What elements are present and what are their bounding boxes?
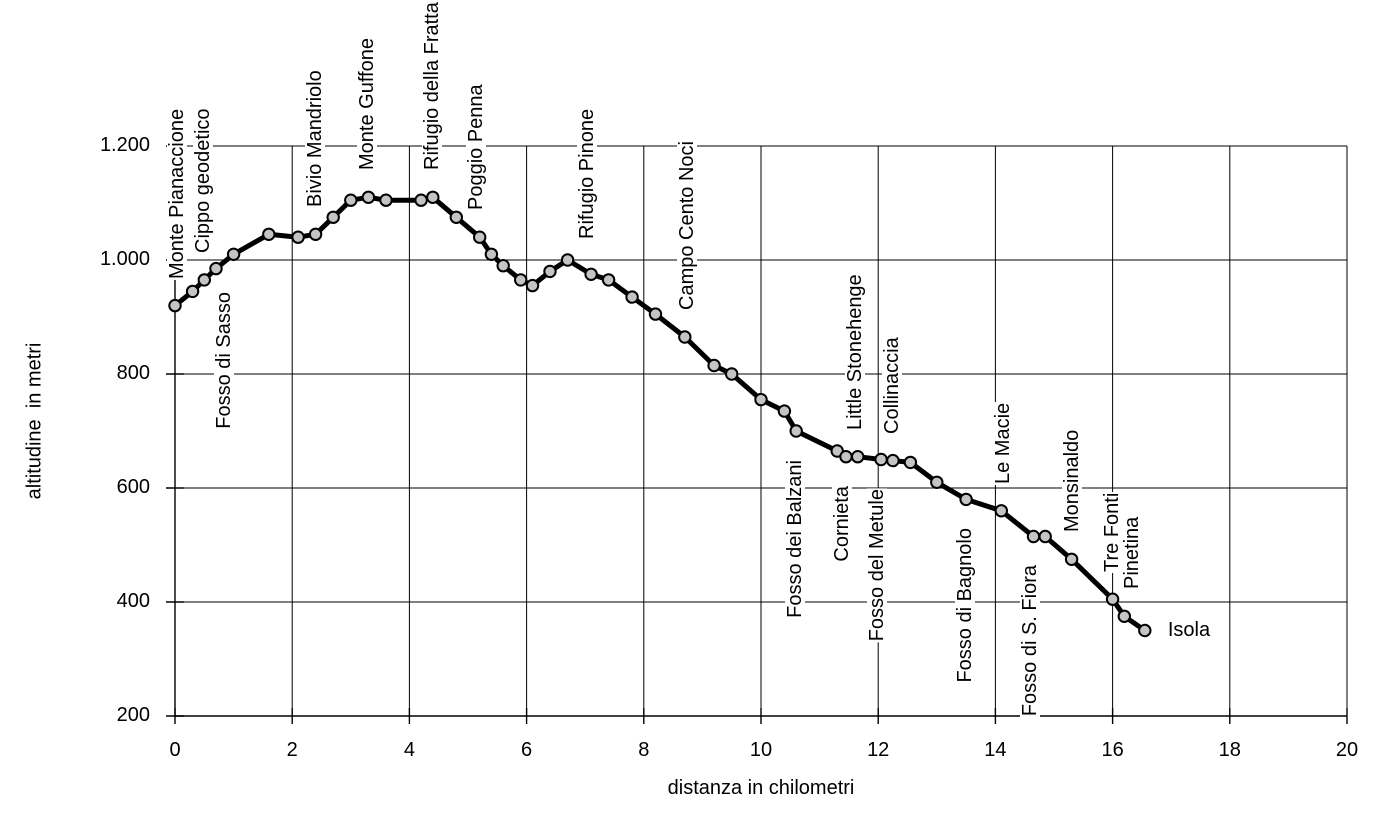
waypoint-label: Fosso dei Balzani [784, 459, 807, 619]
data-point-marker [308, 227, 323, 242]
data-point-marker [560, 253, 575, 267]
y-tick-label: 600 [116, 476, 150, 498]
waypoint-label: Fosso di Bagnolo [954, 527, 977, 684]
data-point-marker [262, 227, 276, 242]
waypoint-label: Monte Guffone [356, 37, 379, 172]
data-point-marker [209, 261, 223, 276]
waypoint-label: Rifugio Pinone [576, 107, 599, 240]
waypoint-label: Poggio Penna [464, 83, 487, 212]
x-tick-label: 18 [1218, 739, 1241, 761]
data-point-marker [379, 193, 393, 207]
data-point-marker [291, 230, 305, 244]
data-point-marker [185, 284, 200, 299]
x-tick-label: 10 [749, 739, 773, 761]
data-point-marker [648, 307, 663, 321]
x-axis-title: distanza in chilometri [667, 777, 855, 799]
data-point-marker [473, 230, 487, 244]
waypoint-label: Fosso di Sasso [212, 290, 235, 430]
waypoint-label: Little Stonehenge [843, 272, 866, 431]
data-point-marker [851, 450, 865, 464]
data-point-marker [1117, 609, 1132, 623]
data-point-marker [168, 298, 182, 313]
x-tick-label: 4 [403, 739, 415, 761]
x-tick-label: 20 [1335, 739, 1359, 761]
data-point-marker [449, 210, 463, 225]
y-tick-label: 1.200 [99, 134, 150, 156]
data-point-marker [414, 193, 428, 207]
waypoint-label: Tre Fonti [1100, 491, 1123, 574]
data-point-marker [1026, 529, 1041, 544]
data-point-marker [1138, 623, 1152, 638]
data-point-marker [361, 190, 376, 205]
data-point-marker [777, 404, 792, 418]
x-tick-label: 6 [521, 739, 533, 761]
data-point-marker [754, 392, 768, 407]
x-tick-label: 12 [867, 739, 890, 761]
elevation-line [172, 194, 1148, 633]
x-tick-label: 2 [286, 739, 298, 761]
x-tick-label: 0 [169, 739, 181, 761]
data-point-marker [903, 455, 918, 470]
data-point-marker [959, 492, 973, 507]
y-tick-label: 200 [116, 704, 150, 726]
data-point-marker [426, 190, 440, 205]
data-point-marker [1105, 592, 1120, 606]
waypoint-label: Bivio Mandriolo [303, 69, 326, 209]
waypoint-label: Isola [1166, 618, 1212, 641]
data-point-marker [886, 453, 900, 468]
data-point-marker [543, 264, 557, 279]
data-point-marker [226, 247, 241, 262]
data-point-marker [601, 273, 616, 287]
data-point-marker [874, 452, 888, 467]
data-point-marker [625, 290, 639, 304]
data-point-marker [930, 475, 944, 489]
data-point-marker [584, 267, 598, 281]
data-point-marker [344, 193, 358, 207]
data-point-marker [707, 358, 721, 373]
waypoint-label: Rifugio della Fratta [420, 1, 443, 172]
waypoint-label: Fosso del Metule [866, 487, 889, 642]
y-tick-label: 800 [116, 362, 150, 384]
data-point-marker [789, 424, 803, 438]
data-point-marker [484, 247, 499, 262]
data-point-marker [197, 273, 212, 287]
data-point-marker [725, 367, 739, 381]
x-tick-label: 14 [984, 739, 1007, 761]
data-point-marker [1064, 552, 1079, 566]
waypoint-label: Pinetina [1121, 515, 1144, 591]
data-point-marker [830, 444, 844, 458]
data-point-marker [326, 210, 340, 225]
x-tick-label: 16 [1101, 739, 1124, 761]
y-tick-label: 400 [116, 590, 150, 612]
y-axis-title: altitudine in metri [23, 342, 46, 500]
waypoint-label: Monsinaldo [1060, 428, 1083, 534]
waypoint-label: Cippo geodetico [192, 107, 215, 254]
data-point-marker [994, 504, 1008, 518]
data-point-marker [514, 273, 528, 287]
x-tick-label: 8 [638, 739, 650, 761]
data-point-marker [678, 330, 692, 344]
waypoint-label: Le Macie [992, 401, 1015, 485]
waypoint-label: Fosso di S. Fiora [1018, 564, 1041, 718]
data-point-marker [1038, 529, 1052, 544]
data-point-marker [496, 259, 510, 273]
y-tick-label: 1.000 [99, 248, 150, 270]
data-point-marker [839, 450, 853, 464]
waypoint-label: Cornieta [831, 484, 854, 563]
waypoint-label: Collinaccia [880, 335, 903, 435]
data-point-marker [525, 278, 540, 293]
waypoint-label: Campo Cento Noci [675, 139, 698, 311]
waypoint-label: Monte Pianaccione [165, 107, 188, 280]
